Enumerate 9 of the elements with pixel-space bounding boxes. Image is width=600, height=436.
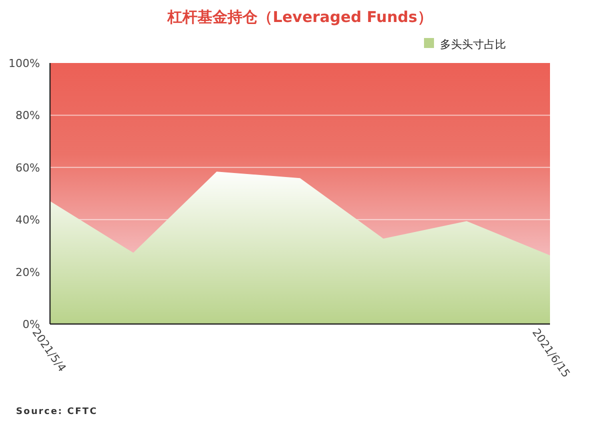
y-tick-label: 40% (16, 214, 40, 227)
legend-label: 多头头寸占比 (440, 38, 506, 51)
y-tick-label: 100% (8, 57, 40, 70)
y-tick-label: 80% (16, 109, 40, 122)
y-tick-label: 60% (16, 161, 40, 174)
y-tick-label: 0% (22, 318, 40, 331)
source-note: Source: CFTC (16, 407, 98, 417)
y-tick-label: 20% (16, 266, 40, 279)
chart-title: 杠杆基金持仓（Leveraged Funds） (166, 8, 432, 26)
